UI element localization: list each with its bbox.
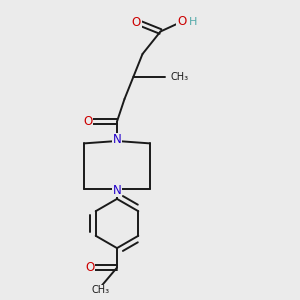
- Text: CH₃: CH₃: [92, 285, 110, 295]
- Text: O: O: [177, 15, 186, 28]
- Text: CH₃: CH₃: [170, 71, 188, 82]
- Text: O: O: [83, 115, 92, 128]
- Text: O: O: [132, 16, 141, 29]
- Text: N: N: [112, 184, 122, 197]
- Text: N: N: [112, 133, 122, 146]
- Text: H: H: [189, 17, 197, 27]
- Text: O: O: [85, 261, 94, 274]
